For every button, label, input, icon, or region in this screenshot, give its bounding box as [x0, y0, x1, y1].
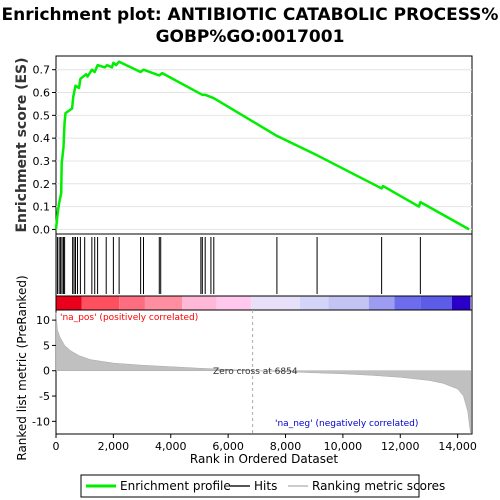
hits-panel	[55, 233, 473, 297]
heatmap-band	[81, 296, 120, 310]
es-y-tick-label: 0.2	[33, 178, 51, 191]
es-y-tick-label: 0.5	[33, 109, 51, 122]
negative-correlation-label: 'na_neg' (negatively correlated)	[275, 419, 418, 429]
metric-y-tick-label: -5	[39, 390, 50, 403]
legend: Enrichment profile Hits Ranking metric s…	[80, 474, 445, 498]
es-y-ticks: 0.0 0.1 0.2 0.3 0.4 0.5 0.6 0.7	[33, 64, 56, 236]
x-tick-label: 6,000	[212, 440, 244, 453]
es-y-tick-label: 0.3	[33, 155, 51, 168]
es-y-tick-label: 0.6	[33, 87, 51, 100]
heatmap-band	[182, 296, 217, 310]
heatmap-band	[119, 296, 145, 310]
heatmap-band	[216, 296, 252, 310]
chart-title-line1: Enrichment plot: ANTIBIOTIC CATABOLIC PR…	[2, 5, 499, 25]
heatmap-band	[394, 296, 421, 310]
heatmap-band	[368, 296, 395, 310]
es-gridlines	[56, 69, 472, 230]
metric-y-tick-label: -10	[32, 415, 50, 428]
heatmap-band	[451, 296, 471, 310]
es-panel	[55, 55, 473, 235]
x-tick-label: 2,000	[98, 440, 130, 453]
legend-label-enrichment: Enrichment profile	[120, 479, 231, 493]
x-tick-label: 4,000	[155, 440, 187, 453]
chart-title-line2: GOBP%GO:0017001	[156, 27, 345, 47]
x-axis-title: Rank in Ordered Dataset	[190, 452, 338, 466]
heatmap-band	[328, 296, 369, 310]
es-curve-group	[54, 60, 470, 231]
heatmap-band	[299, 296, 329, 310]
x-axis-ticks: 0 2,000 4,000 6,000 8,000 10,000 12,000 14,000	[53, 434, 477, 453]
metric-y-tick-label: 5	[43, 339, 50, 352]
ranked-metric-area	[55, 310, 471, 435]
enrichment-profile-line	[54, 60, 470, 231]
es-y-tick-label: 0.1	[33, 201, 51, 214]
x-tick-label: 12,000	[381, 440, 420, 453]
legend-label-hits: Hits	[254, 479, 277, 493]
metric-y-axis-title: Ranked list metric (PreRanked)	[15, 275, 29, 460]
es-y-tick-label: 0.7	[33, 64, 51, 77]
x-tick-label: 8,000	[270, 440, 302, 453]
es-y-tick-label: 0.0	[33, 223, 51, 236]
ranking-heatmap-bar	[56, 296, 471, 310]
es-y-tick-label: 0.4	[33, 132, 51, 145]
zero-cross-label: Zero cross at 6854	[213, 367, 298, 377]
metric-y-tick-label: 0	[43, 365, 50, 378]
heatmap-band	[420, 296, 452, 310]
heatmap-band	[56, 296, 82, 310]
metric-y-tick-label: 10	[36, 314, 50, 327]
x-tick-label: 10,000	[324, 440, 363, 453]
heatmap-band	[144, 296, 183, 310]
es-y-axis-title: Enrichment score (ES)	[14, 57, 30, 232]
x-tick-label: 14,000	[438, 440, 477, 453]
heatmap-band	[251, 296, 300, 310]
legend-label-metric: Ranking metric scores	[312, 479, 445, 493]
positive-correlation-label: 'na_pos' (positively correlated)	[60, 313, 198, 323]
metric-y-ticks: 10 5 0 -5 -10	[32, 314, 56, 428]
hit-markers	[56, 237, 421, 294]
x-tick-label: 0	[53, 440, 60, 453]
